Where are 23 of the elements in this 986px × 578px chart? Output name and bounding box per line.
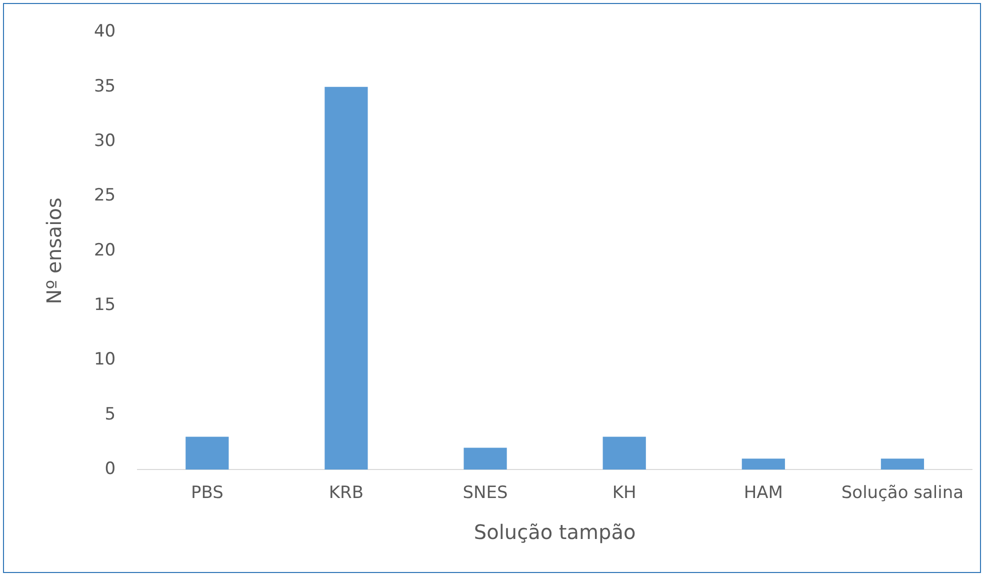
x-tick-label: PBS — [190, 483, 224, 504]
y-tick-label: 35 — [94, 76, 116, 96]
y-tick-label: 5 — [104, 404, 116, 424]
y-tick-label: 15 — [94, 294, 116, 315]
y-tick-label: 10 — [94, 350, 116, 370]
bar — [880, 458, 924, 470]
x-tick-label: SNES — [462, 483, 508, 504]
y-tick-label: 30 — [94, 130, 116, 151]
y-tick-label: 0 — [104, 459, 116, 480]
y-axis-title: Nº ensaios — [42, 198, 66, 304]
x-tick-label: Solução salina — [841, 483, 964, 504]
x-axis-title: Solução tampão — [474, 520, 636, 544]
y-tick-label: 20 — [94, 240, 116, 260]
bar — [464, 448, 507, 470]
bar — [742, 458, 785, 470]
bar — [602, 436, 646, 470]
x-tick-label: HAM — [744, 483, 783, 504]
y-tick-label: 25 — [94, 186, 116, 206]
x-tick-label: KRB — [328, 483, 364, 504]
bar — [324, 86, 368, 470]
x-tick-label: KH — [612, 483, 636, 504]
bar — [186, 436, 229, 470]
y-tick-label: 40 — [94, 22, 116, 42]
